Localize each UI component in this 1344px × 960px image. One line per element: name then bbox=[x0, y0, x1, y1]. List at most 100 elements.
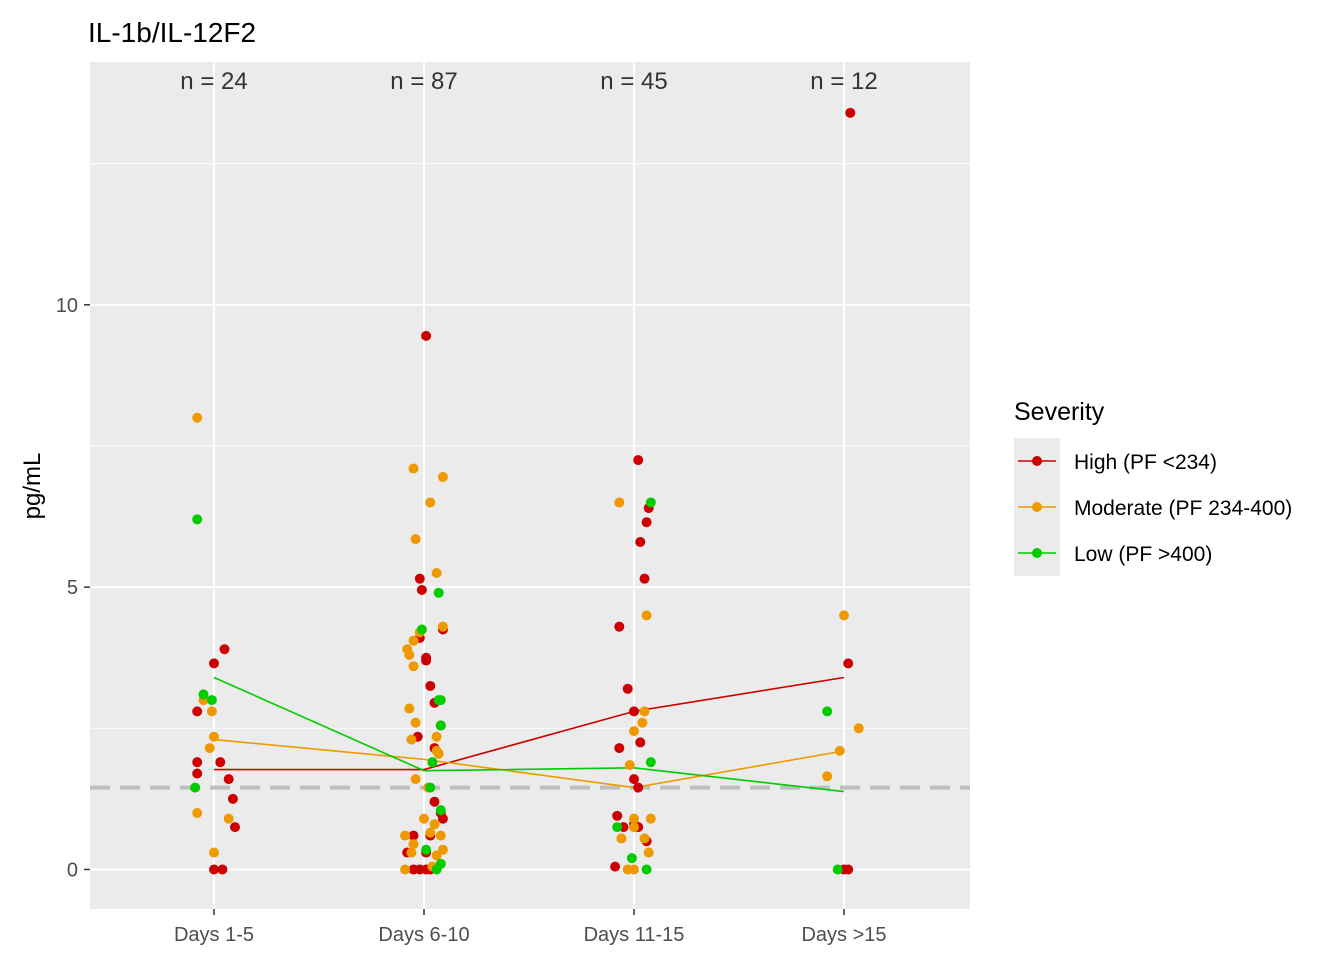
count-label: n = 12 bbox=[810, 68, 877, 95]
data-point bbox=[433, 587, 444, 598]
data-point bbox=[192, 412, 203, 423]
data-point bbox=[400, 830, 411, 841]
data-point bbox=[427, 757, 438, 768]
data-point bbox=[645, 813, 656, 824]
data-point bbox=[204, 743, 215, 754]
data-point bbox=[209, 864, 219, 875]
data-point bbox=[433, 748, 444, 759]
plot-panel bbox=[90, 62, 970, 909]
data-point bbox=[206, 706, 217, 717]
x-tick-label: Days 11-15 bbox=[584, 924, 685, 946]
data-point bbox=[419, 813, 429, 824]
data-point bbox=[639, 706, 650, 717]
data-point bbox=[421, 330, 432, 341]
y-axis-label: pg/mL bbox=[19, 453, 46, 520]
data-point bbox=[635, 737, 646, 748]
data-point bbox=[410, 717, 421, 728]
data-point bbox=[192, 757, 203, 768]
mean-lines bbox=[213, 676, 845, 793]
data-point bbox=[416, 584, 427, 595]
x-tick-label: Days >15 bbox=[801, 924, 886, 946]
data-point bbox=[435, 830, 446, 841]
data-point bbox=[192, 706, 203, 717]
data-point bbox=[421, 844, 432, 855]
data-point bbox=[641, 610, 652, 621]
data-point bbox=[404, 703, 415, 714]
data-point bbox=[431, 568, 442, 579]
data-point bbox=[614, 621, 625, 632]
data-point bbox=[629, 706, 639, 717]
x-tick-label: Days 6-10 bbox=[378, 924, 469, 946]
legend-key-point bbox=[1032, 456, 1042, 466]
data-point bbox=[633, 455, 644, 466]
data-point bbox=[610, 861, 621, 872]
count-label: n = 45 bbox=[600, 68, 667, 95]
data-point bbox=[209, 847, 219, 858]
legend: Severity High (PF <234) Moderate (PF 234-… bbox=[1014, 398, 1292, 576]
data-point bbox=[429, 796, 440, 807]
data-point bbox=[629, 726, 639, 737]
data-point bbox=[616, 833, 627, 844]
data-point bbox=[622, 683, 633, 694]
data-point bbox=[408, 830, 419, 841]
data-point bbox=[853, 723, 864, 734]
data-point bbox=[209, 658, 219, 669]
legend-key-point bbox=[1032, 502, 1042, 512]
y-axis: 0 5 10 bbox=[56, 295, 90, 881]
y-tick-label: 10 bbox=[56, 295, 78, 317]
data-point bbox=[629, 813, 639, 824]
x-axis: Days 1-5 Days 6-10 Days 11-15 Days >15 bbox=[174, 909, 887, 946]
data-point bbox=[230, 822, 240, 833]
data-point bbox=[641, 517, 652, 528]
data-point bbox=[416, 624, 427, 635]
data-point bbox=[406, 734, 417, 745]
data-point bbox=[421, 655, 432, 666]
legend-label: High (PF <234) bbox=[1074, 451, 1217, 474]
chart-title: IL-1b/IL-12F2 bbox=[88, 17, 256, 48]
data-point bbox=[408, 635, 419, 646]
legend-key-point bbox=[1032, 548, 1042, 558]
data-point bbox=[641, 864, 652, 875]
data-point bbox=[192, 514, 203, 525]
data-point bbox=[633, 782, 644, 793]
data-point bbox=[414, 573, 425, 584]
data-point bbox=[192, 808, 203, 819]
mean-line bbox=[213, 676, 845, 793]
data-point bbox=[612, 822, 623, 833]
data-point bbox=[190, 782, 201, 793]
data-point bbox=[431, 850, 442, 861]
data-points bbox=[190, 107, 864, 875]
data-point bbox=[435, 805, 446, 816]
data-point bbox=[437, 472, 448, 483]
data-point bbox=[198, 689, 209, 700]
data-point bbox=[431, 864, 442, 875]
data-point bbox=[437, 621, 448, 632]
data-point bbox=[408, 661, 419, 672]
legend-title: Severity bbox=[1014, 398, 1105, 426]
data-point bbox=[406, 847, 417, 858]
data-point bbox=[629, 864, 639, 875]
data-point bbox=[645, 497, 656, 508]
data-point bbox=[215, 757, 226, 768]
data-point bbox=[431, 731, 442, 742]
data-point bbox=[206, 695, 217, 706]
data-point bbox=[400, 864, 411, 875]
data-point bbox=[845, 107, 856, 118]
data-point bbox=[408, 839, 419, 850]
data-point bbox=[425, 680, 436, 691]
data-point bbox=[429, 819, 440, 830]
data-point bbox=[612, 810, 623, 821]
legend-label: Moderate (PF 234-400) bbox=[1074, 497, 1292, 520]
data-point bbox=[822, 706, 833, 717]
mean-line bbox=[213, 738, 845, 789]
data-point bbox=[834, 745, 845, 756]
data-point bbox=[624, 760, 635, 771]
data-point bbox=[639, 573, 650, 584]
data-point bbox=[832, 864, 843, 875]
data-point bbox=[435, 720, 446, 731]
data-point bbox=[437, 813, 448, 824]
data-point bbox=[209, 731, 219, 742]
data-point bbox=[635, 536, 646, 547]
data-point bbox=[219, 644, 230, 655]
data-point bbox=[614, 743, 625, 754]
